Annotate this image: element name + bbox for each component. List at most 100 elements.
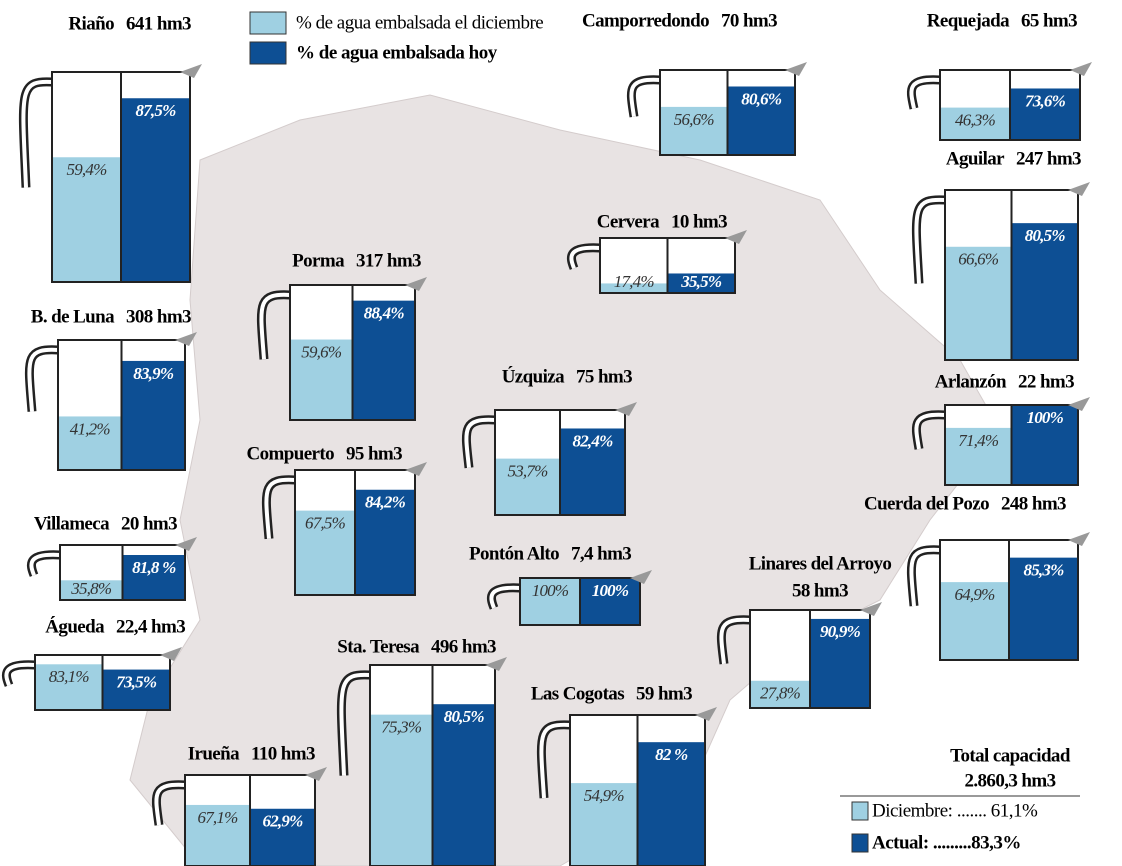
jug-capacity: 10 hm3 xyxy=(671,211,727,232)
value-label: 41,2% xyxy=(70,419,111,438)
jug-capacity: 75 hm3 xyxy=(576,366,632,387)
jug-spout xyxy=(615,402,637,416)
jug-capacity: 65 hm3 xyxy=(1021,10,1077,31)
jug-capacity: 496 hm3 xyxy=(431,636,496,657)
jug-handle xyxy=(29,552,61,576)
jug-handle xyxy=(24,345,59,412)
jug-handle xyxy=(21,79,53,188)
value-label: 59,6% xyxy=(301,342,342,361)
value-label: 100% xyxy=(592,581,629,600)
jug-capacity: 70 hm3 xyxy=(721,10,777,31)
level-bar xyxy=(667,273,735,293)
jug-outline xyxy=(944,404,1079,486)
jug-title: Irueña xyxy=(188,743,240,764)
jug-spout xyxy=(860,602,882,616)
level-bar xyxy=(185,804,250,866)
jug-capacity: 58 hm3 xyxy=(792,580,848,601)
jug-spout xyxy=(1068,532,1090,546)
jug-title: Las Cogotas xyxy=(531,683,624,704)
jug-outline xyxy=(569,714,706,866)
value-label: 84,2% xyxy=(365,493,406,512)
jug-outline xyxy=(289,284,416,421)
level-bar xyxy=(940,582,1009,660)
level-bar xyxy=(1009,557,1078,660)
jug-capacity: 308 hm3 xyxy=(126,306,191,327)
jug-outline xyxy=(659,69,796,156)
level-bar xyxy=(122,555,185,600)
jug-outline xyxy=(519,577,641,626)
jug-title: Águeda xyxy=(45,615,105,637)
jug-title: Úzquiza xyxy=(502,365,565,387)
jug-handle xyxy=(629,77,661,118)
level-bar xyxy=(352,300,415,420)
value-label: 80,5% xyxy=(1025,226,1066,245)
jug-title: Cervera xyxy=(597,211,660,232)
jug-spout xyxy=(785,62,807,76)
level-bar xyxy=(355,489,415,595)
value-label: 73,5% xyxy=(116,672,157,691)
jug-handle xyxy=(539,722,571,799)
jug-spout xyxy=(175,537,197,551)
level-bar xyxy=(727,86,795,155)
jug-handle xyxy=(914,412,946,450)
value-label: 80,6% xyxy=(741,89,782,108)
value-label: 66,6% xyxy=(958,250,999,269)
jug-title: Camporredondo xyxy=(582,10,709,31)
level-bar xyxy=(660,106,728,155)
value-label: 81,8 % xyxy=(132,558,176,577)
jug-capacity: 22,4 hm3 xyxy=(116,616,185,637)
total-value: 2.860,3 hm3 xyxy=(964,770,1055,791)
value-label: 53,7% xyxy=(508,462,549,481)
value-label: 73,6% xyxy=(1025,91,1066,110)
level-bar xyxy=(121,98,190,282)
jug-outline xyxy=(749,609,871,709)
jug-handle xyxy=(909,547,941,607)
level-bar xyxy=(1011,405,1078,485)
level-bar xyxy=(600,283,668,293)
level-bar xyxy=(750,680,810,708)
jug-spout xyxy=(180,64,202,78)
value-label: 67,5% xyxy=(305,514,346,533)
value-label: 100% xyxy=(1027,408,1064,427)
jug-handle xyxy=(18,77,53,188)
level-bar xyxy=(495,458,560,515)
level-bar xyxy=(1011,223,1078,360)
legend-swatch xyxy=(249,11,287,35)
level-bar xyxy=(295,510,355,595)
jug-outline xyxy=(34,654,171,711)
value-label: 82 % xyxy=(655,745,688,764)
jug-spout xyxy=(1068,182,1090,196)
level-bar xyxy=(102,669,170,710)
jug-handle xyxy=(27,347,59,412)
level-bar xyxy=(60,580,123,600)
jug-title: Linares del Arroyo xyxy=(749,553,892,574)
legend-label: % de agua embalsada hoy xyxy=(296,42,498,63)
jug-capacity: 59 hm3 xyxy=(636,683,692,704)
jug-spout xyxy=(1070,62,1092,76)
level-bar xyxy=(121,360,185,470)
level-bar xyxy=(1010,88,1080,140)
value-label: 59,4% xyxy=(67,160,108,179)
value-label: 83,9% xyxy=(133,364,174,383)
level-bar xyxy=(580,578,640,625)
jug-spout xyxy=(405,462,427,476)
legend-swatch xyxy=(249,41,287,65)
jug-title: Compuerto xyxy=(247,443,335,464)
level-bar xyxy=(560,428,625,515)
level-bar xyxy=(637,742,705,866)
legend-label: % de agua embalsada el diciembre xyxy=(296,12,543,33)
level-bar xyxy=(250,808,315,866)
value-label: 80,5% xyxy=(444,707,485,726)
jug-outline xyxy=(944,189,1079,361)
jug-capacity: 20 hm3 xyxy=(121,513,177,534)
jug-capacity: 248 hm3 xyxy=(1001,493,1066,514)
level-bar xyxy=(58,416,122,470)
total-item: Diciembre: ....... 61,1% xyxy=(872,800,1038,821)
jug-outline xyxy=(51,71,191,283)
jug-spout xyxy=(160,647,182,661)
jug-title: Cuerda del Pozo xyxy=(864,493,989,514)
jug-outline xyxy=(184,774,316,866)
jug-handle xyxy=(339,672,371,776)
level-bar xyxy=(370,714,433,866)
value-label: 54,9% xyxy=(584,786,625,805)
